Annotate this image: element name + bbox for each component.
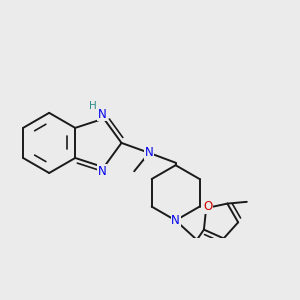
Text: N: N: [98, 108, 106, 121]
Text: H: H: [88, 101, 96, 111]
Text: N: N: [98, 165, 106, 178]
Text: N: N: [171, 214, 180, 227]
Text: N: N: [145, 146, 154, 159]
Text: O: O: [203, 200, 212, 213]
